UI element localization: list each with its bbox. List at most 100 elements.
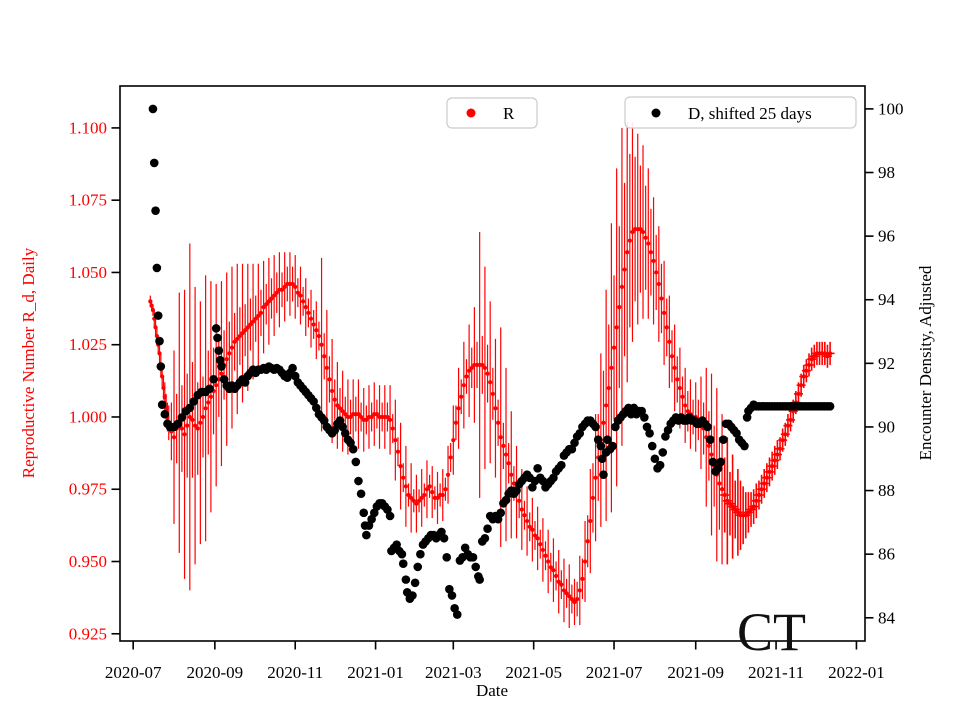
r-data-point: [337, 406, 343, 411]
d-data-point: [185, 403, 195, 413]
r-data-point: [532, 533, 538, 538]
right-y-tick-label: 90: [878, 417, 895, 436]
r-data-point: [519, 507, 524, 512]
r-data-point: [422, 492, 427, 498]
d-data-point: [647, 441, 657, 451]
d-data-point: [475, 575, 484, 584]
r-data-point: [722, 492, 727, 498]
r-data-point: [182, 432, 187, 437]
r-data-point: [546, 559, 551, 564]
r-data-point: [780, 438, 785, 443]
d-data-point: [740, 441, 749, 451]
d-data-point: [351, 457, 361, 467]
d-data-point: [189, 397, 199, 406]
r-data-point: [427, 484, 432, 489]
r-data-point: [777, 446, 783, 451]
r-data-point: [762, 481, 767, 486]
d-data-point: [716, 457, 726, 467]
x-axis-label: Date: [476, 681, 508, 700]
d-data-point: [468, 553, 478, 562]
d-data-point: [362, 530, 371, 540]
d-data-point: [597, 454, 607, 464]
r-data-point: [216, 377, 221, 382]
r-data-point: [606, 385, 611, 391]
d-data-point: [356, 489, 366, 499]
r-data-point: [651, 258, 656, 263]
d-data-point: [151, 206, 160, 215]
r-data-point: [364, 417, 369, 422]
r-data-point: [185, 423, 190, 428]
r-data-point: [553, 573, 559, 579]
r-data-point: [435, 495, 440, 501]
r-data-point: [556, 579, 561, 584]
right-y-tick-label: 94: [878, 290, 896, 309]
d-data-point: [557, 460, 566, 470]
r-data-point: [324, 365, 329, 370]
r-data-point: [656, 281, 661, 287]
d-data-point: [608, 441, 618, 451]
r-data-point: [601, 420, 606, 425]
r-data-point: [685, 409, 690, 414]
r-data-point: [195, 426, 200, 431]
d-data-point: [483, 524, 492, 534]
d-data-point: [413, 562, 423, 572]
r-data-point: [248, 322, 253, 327]
r-data-point: [256, 313, 261, 318]
left-y-axis-label: Reproductive Number R_d, Daily: [19, 247, 38, 478]
r-data-point: [522, 513, 527, 518]
r-data-point: [179, 426, 185, 431]
r-data-point: [569, 596, 574, 602]
r-data-point: [675, 377, 680, 382]
r-data-point: [390, 426, 395, 431]
r-data-point: [727, 501, 733, 506]
r-data-point: [561, 588, 567, 593]
r-data-point: [279, 287, 285, 292]
r-data-point: [559, 582, 564, 587]
d-data-point: [410, 578, 420, 588]
r-data-point: [282, 284, 287, 289]
d-data-point: [640, 413, 649, 422]
legend-r-label: R: [503, 104, 515, 123]
r-data-point: [772, 458, 777, 463]
r-data-point: [340, 409, 345, 414]
right-y-tick-label: 86: [878, 545, 895, 564]
r-data-point: [706, 443, 711, 448]
r-data-point: [190, 417, 195, 422]
r-data-point: [593, 475, 598, 480]
r-data-point: [759, 487, 764, 492]
r-data-point: [648, 250, 654, 255]
d-data-point: [401, 575, 411, 584]
right-y-tick-label: 84: [878, 608, 896, 627]
r-data-point: [619, 284, 625, 289]
d-data-point: [452, 610, 462, 619]
r-data-point: [725, 498, 730, 503]
r-data-point: [295, 290, 300, 295]
left-y-tick-label: 1.075: [69, 191, 107, 210]
r-data-point: [198, 420, 203, 425]
r-data-point: [640, 229, 646, 235]
r-data-point: [751, 504, 756, 509]
r-data-point: [409, 495, 414, 501]
d-data-point: [596, 441, 606, 451]
r-data-point: [332, 397, 337, 402]
r-data-point: [298, 293, 303, 298]
r-data-point: [638, 226, 643, 232]
r-data-point: [551, 568, 556, 573]
r-data-point: [219, 371, 224, 376]
r-data-point: [253, 316, 258, 321]
d-data-point: [705, 435, 715, 444]
left-y-tick-label: 1.100: [69, 118, 107, 137]
right-y-tick-label: 100: [878, 99, 904, 118]
r-data-point: [809, 357, 814, 362]
x-tick-label: 2022-01: [828, 663, 885, 682]
d-data-point: [385, 511, 395, 521]
r-data-point: [261, 305, 266, 310]
left-y-tick-label: 0.925: [69, 624, 107, 643]
r-data-point: [398, 464, 403, 469]
r-data-point: [572, 599, 577, 605]
r-data-point: [735, 510, 740, 515]
r-data-point: [669, 354, 675, 359]
r-data-point: [822, 351, 827, 356]
r-data-point: [509, 472, 514, 477]
